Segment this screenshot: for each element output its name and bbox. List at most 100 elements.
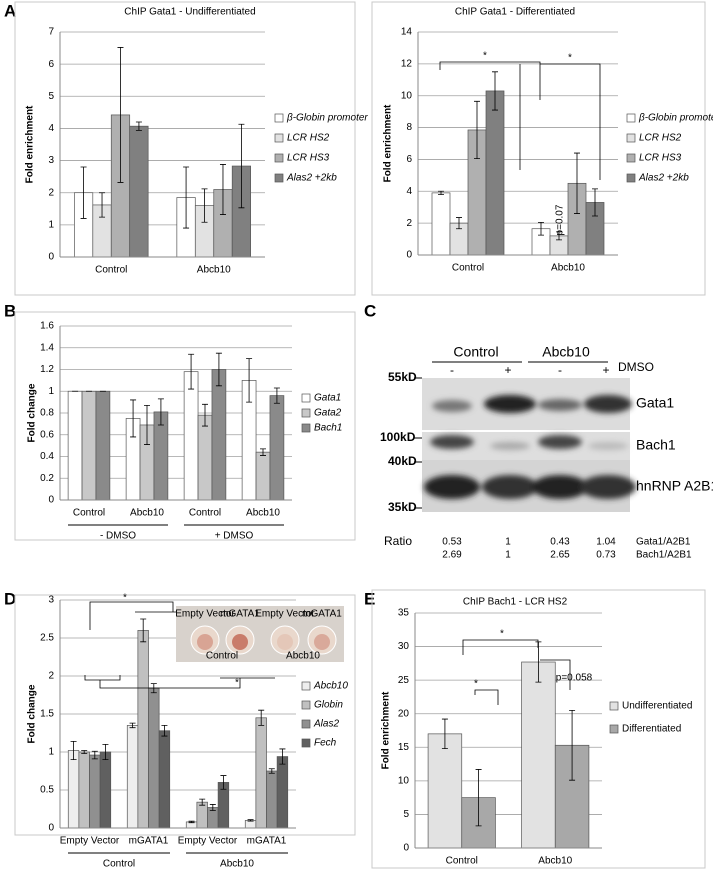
error-bar (492, 71, 498, 111)
bracket (474, 689, 499, 705)
y-tick-label: 0 (48, 252, 54, 263)
marker: 100kD (380, 430, 416, 444)
legend-swatch (274, 153, 284, 163)
bracket (84, 675, 121, 681)
bar (95, 390, 111, 501)
y-tick-label: 1 (48, 219, 54, 230)
x-tick-label: Empty Vector (178, 836, 238, 847)
panel-label: C (364, 301, 376, 320)
ratio-value: 1.04 (596, 537, 616, 548)
ratio-value: 0.43 (550, 537, 570, 548)
bar (196, 801, 208, 829)
bar (183, 371, 199, 501)
legend-label: Alas2 +2kb (286, 173, 337, 184)
legend-swatch (301, 681, 311, 691)
group-label: Abcb10 (220, 859, 254, 870)
bar (269, 395, 285, 501)
marker: 40kD (388, 454, 417, 468)
ratio-value: 0.53 (442, 537, 462, 548)
legend-swatch (626, 173, 636, 183)
annotation: p=0.07 (555, 204, 566, 235)
y-tick-label: 7 (48, 27, 54, 38)
x-tick-label: Abcb10 (130, 508, 164, 519)
y-tick-label: 0 (48, 495, 54, 506)
error-bar (188, 820, 195, 824)
panel-label: E (364, 589, 375, 608)
error-bar (273, 387, 280, 404)
y-tick-label: 1.2 (40, 364, 54, 375)
y-axis-label: Fold enrichment (381, 691, 392, 769)
bar (78, 751, 90, 829)
chart-title: ChIP Bach1 - LCR HS2 (463, 597, 568, 608)
bands (424, 395, 636, 499)
error-bar (70, 740, 77, 760)
bar (158, 730, 171, 829)
protein: Bach1 (636, 437, 676, 453)
sign: + (504, 363, 511, 377)
y-axis-label: Fold change (27, 684, 38, 743)
bar (266, 770, 278, 829)
ratio-value: 1 (505, 537, 511, 548)
error-bar (569, 709, 576, 781)
x-tick-label: Control (446, 856, 478, 867)
legend-label: Bach1 (314, 423, 342, 434)
error-bar (99, 192, 106, 218)
bracket (89, 601, 174, 630)
legend-swatch (301, 700, 311, 710)
y-tick-label: 0 (403, 843, 409, 854)
error-bar (268, 768, 275, 774)
panel-label: D (4, 589, 16, 608)
x-tick-label: mGATA1 (247, 836, 287, 847)
legend-label: Fech (314, 738, 337, 749)
x-tick-label: Empty Vector (60, 836, 120, 847)
y-tick-label: 1.4 (40, 342, 54, 353)
error-bar (438, 190, 444, 195)
bar (521, 661, 556, 849)
legend-swatch (301, 393, 311, 403)
error-bar (238, 123, 245, 209)
error-bar (260, 448, 266, 456)
legend-swatch (301, 423, 311, 433)
y-axis-label: Fold change (27, 383, 38, 442)
legend-swatch (609, 724, 619, 734)
y-tick-label: 0.8 (40, 408, 54, 419)
error-bar (209, 804, 216, 811)
legend-label: Differentiated (622, 724, 681, 735)
group-label: - DMSO (100, 531, 136, 542)
lane-group: Abcb10 (542, 344, 590, 360)
y-tick-label: 0.2 (40, 473, 54, 484)
legend-label: Alas2 +2kb (638, 173, 689, 184)
pellet (197, 634, 213, 650)
y-tick-label: 2 (48, 671, 54, 682)
bar (276, 756, 289, 829)
legend-swatch (274, 173, 284, 183)
y-tick-label: 20 (398, 708, 410, 719)
chart-title: ChIP Gata1 - Differentiated (455, 7, 575, 18)
y-tick-label: 10 (401, 90, 413, 101)
x-tick-label: mGATA1 (129, 836, 169, 847)
x-tick-label: Control (95, 265, 127, 276)
error-bar (258, 709, 265, 726)
error-bar (161, 725, 168, 737)
y-axis-label: Fold enrichment (383, 104, 394, 182)
bracket (439, 61, 541, 100)
inset-label: mGATA1 (302, 609, 342, 620)
y-tick-label: 0.4 (40, 451, 54, 462)
bar (255, 717, 267, 829)
y-tick-label: 5 (48, 91, 54, 102)
bar (81, 390, 97, 501)
pellet (314, 634, 330, 650)
inset-label: Empty Vector (255, 609, 315, 620)
chart-frame (371, 589, 706, 869)
ratio-name: Bach1/A2B1 (636, 550, 692, 561)
protein: Gata1 (636, 395, 674, 411)
x-tick-label: Abcb10 (551, 263, 585, 274)
y-tick-label: 4 (406, 186, 412, 197)
error-bar (592, 188, 598, 217)
y-tick-label: 2 (406, 218, 412, 229)
legend-label: Gata2 (314, 408, 342, 419)
legend-label: Abcb10 (313, 681, 348, 692)
x-tick-label: Control (73, 508, 105, 519)
